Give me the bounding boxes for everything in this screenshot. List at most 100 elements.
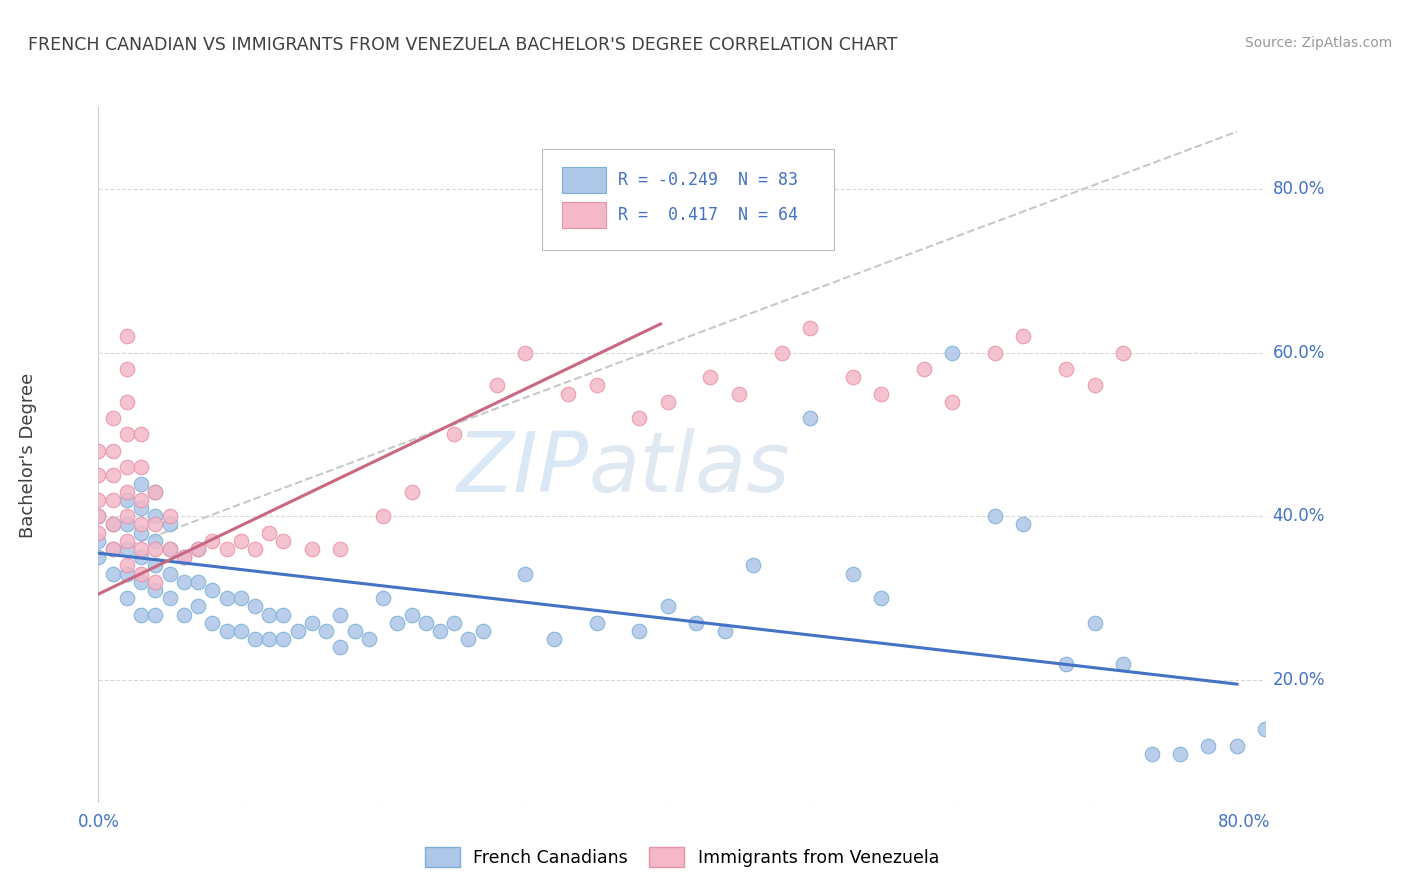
Point bbox=[143, 484, 166, 499]
Point bbox=[143, 574, 166, 589]
Point bbox=[1084, 378, 1107, 392]
Point bbox=[215, 624, 238, 638]
Point bbox=[557, 386, 579, 401]
Point bbox=[143, 607, 166, 622]
Point bbox=[115, 329, 138, 343]
Point bbox=[841, 566, 863, 581]
Point bbox=[799, 321, 821, 335]
Text: R =  0.417  N = 64: R = 0.417 N = 64 bbox=[617, 206, 797, 224]
Point bbox=[657, 394, 679, 409]
Point bbox=[229, 591, 252, 606]
Point bbox=[841, 370, 863, 384]
Point bbox=[115, 591, 138, 606]
Point bbox=[173, 550, 195, 565]
FancyBboxPatch shape bbox=[562, 167, 606, 194]
Point bbox=[159, 509, 181, 524]
Point bbox=[315, 624, 337, 638]
Point bbox=[87, 525, 110, 540]
Point bbox=[243, 599, 266, 614]
Point bbox=[984, 509, 1007, 524]
Point bbox=[1168, 747, 1191, 761]
Point bbox=[273, 632, 295, 646]
Point bbox=[229, 624, 252, 638]
FancyBboxPatch shape bbox=[541, 149, 834, 250]
Point bbox=[628, 624, 651, 638]
Point bbox=[187, 542, 209, 557]
Point bbox=[585, 615, 607, 630]
Point bbox=[87, 533, 110, 548]
Text: R = -0.249  N = 83: R = -0.249 N = 83 bbox=[617, 171, 797, 189]
Point bbox=[201, 533, 224, 548]
Point bbox=[301, 615, 323, 630]
Text: 80.0%: 80.0% bbox=[1272, 180, 1324, 198]
Point bbox=[115, 566, 138, 581]
Point bbox=[87, 492, 110, 507]
Point bbox=[101, 566, 124, 581]
Point bbox=[115, 558, 138, 573]
Point bbox=[143, 558, 166, 573]
Point bbox=[984, 345, 1007, 359]
Point bbox=[357, 632, 380, 646]
Point bbox=[101, 517, 124, 532]
Point bbox=[1012, 329, 1035, 343]
Point bbox=[129, 607, 152, 622]
Point bbox=[941, 345, 963, 359]
Point bbox=[657, 599, 679, 614]
Point bbox=[543, 632, 565, 646]
Point bbox=[257, 525, 280, 540]
Point bbox=[485, 378, 508, 392]
Point bbox=[129, 566, 152, 581]
Point bbox=[87, 509, 110, 524]
Text: 40.0%: 40.0% bbox=[1272, 508, 1324, 525]
Point bbox=[401, 484, 423, 499]
Point bbox=[115, 362, 138, 376]
Point bbox=[129, 460, 152, 475]
Point bbox=[471, 624, 494, 638]
Point bbox=[273, 533, 295, 548]
Point bbox=[515, 566, 537, 581]
Point bbox=[401, 607, 423, 622]
Point bbox=[201, 582, 224, 597]
Point bbox=[129, 542, 152, 557]
Point bbox=[1226, 739, 1249, 753]
Point bbox=[371, 591, 394, 606]
Point bbox=[699, 370, 721, 384]
Point bbox=[129, 550, 152, 565]
Point bbox=[1198, 739, 1220, 753]
Point bbox=[628, 411, 651, 425]
Point bbox=[129, 476, 152, 491]
Point bbox=[1084, 615, 1107, 630]
Point bbox=[115, 484, 138, 499]
Point bbox=[742, 558, 765, 573]
Point bbox=[129, 525, 152, 540]
Point bbox=[257, 607, 280, 622]
Point bbox=[941, 394, 963, 409]
Point bbox=[115, 509, 138, 524]
Point bbox=[799, 411, 821, 425]
Point bbox=[129, 501, 152, 516]
Point bbox=[159, 542, 181, 557]
FancyBboxPatch shape bbox=[562, 202, 606, 228]
Point bbox=[243, 542, 266, 557]
Point bbox=[243, 632, 266, 646]
Point bbox=[273, 607, 295, 622]
Text: 60.0%: 60.0% bbox=[1272, 343, 1324, 361]
Text: FRENCH CANADIAN VS IMMIGRANTS FROM VENEZUELA BACHELOR'S DEGREE CORRELATION CHART: FRENCH CANADIAN VS IMMIGRANTS FROM VENEZ… bbox=[28, 36, 897, 54]
Point bbox=[115, 427, 138, 442]
Point bbox=[515, 345, 537, 359]
Text: 0.0%: 0.0% bbox=[77, 813, 120, 830]
Point bbox=[87, 468, 110, 483]
Point bbox=[187, 542, 209, 557]
Text: atlas: atlas bbox=[589, 428, 790, 509]
Point bbox=[101, 517, 124, 532]
Point bbox=[329, 640, 352, 655]
Point bbox=[87, 509, 110, 524]
Point bbox=[457, 632, 479, 646]
Point bbox=[101, 542, 124, 557]
Point bbox=[143, 517, 166, 532]
Point bbox=[143, 582, 166, 597]
Point bbox=[1112, 345, 1135, 359]
Point bbox=[329, 542, 352, 557]
Point bbox=[443, 427, 465, 442]
Point bbox=[329, 607, 352, 622]
